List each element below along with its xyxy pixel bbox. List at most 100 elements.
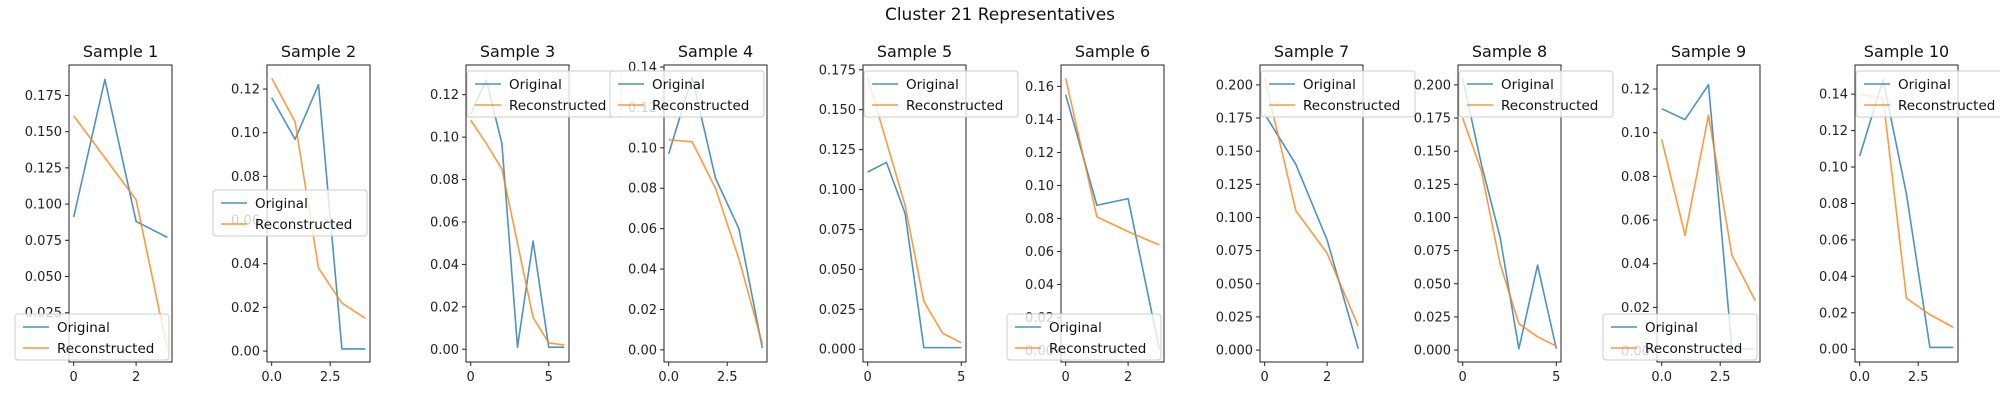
legend-label: Original — [1501, 77, 1554, 93]
legend-label: Original — [1303, 77, 1356, 93]
y-tick-label: 0.12 — [231, 83, 260, 98]
x-tick-label: 2.5 — [320, 370, 341, 385]
series-line-reconstructed — [470, 119, 565, 346]
y-tick-label: 0.04 — [430, 258, 459, 273]
series-line-reconstructed — [1064, 78, 1160, 246]
y-tick-label: 0.06 — [430, 215, 459, 230]
x-tick-label: 5 — [1552, 370, 1560, 385]
y-tick-label: 0.075 — [819, 223, 856, 238]
series-line-reconstructed — [1461, 117, 1557, 347]
legend-label: Original — [1049, 320, 1102, 336]
legend-label: Reconstructed — [652, 98, 749, 114]
y-tick-label: 0.08 — [628, 182, 657, 197]
panel-sample-8: Sample 8 0.000 0.025 0.050 0.075 0.100 0.125 0.… — [1414, 42, 1614, 385]
panel-title: Sample 1 — [83, 42, 158, 61]
y-tick-label: 0.14 — [1819, 88, 1848, 103]
x-tick-label: 0.0 — [261, 370, 282, 385]
y-tick-label: 0.12 — [1621, 83, 1650, 98]
y-tick-label: 0.00 — [1819, 343, 1848, 358]
legend-label: Original — [255, 196, 308, 212]
y-tick-label: 0.100 — [819, 183, 856, 198]
axes-frame — [663, 64, 768, 363]
legend: Original Reconstructed — [1602, 313, 1758, 361]
y-tick-label: 0.075 — [1414, 244, 1451, 259]
y-tick-label: 0.150 — [1414, 145, 1451, 160]
legend: Original Reconstructed — [1458, 70, 1614, 118]
x-tick-label: 0 — [70, 370, 78, 385]
legend-label: Reconstructed — [509, 98, 606, 114]
y-tick-label: 0.02 — [1819, 306, 1848, 321]
x-tick-label: 0.0 — [658, 370, 679, 385]
panel-title: Sample 7 — [1274, 42, 1349, 61]
y-tick-label: 0.14 — [1025, 113, 1054, 128]
axes-frame — [1656, 64, 1761, 363]
y-tick-label: 0.050 — [819, 263, 856, 278]
axes-frame — [68, 64, 173, 363]
axes-frame — [465, 64, 570, 363]
axes-frame — [1259, 64, 1364, 363]
x-tick-label: 0 — [467, 370, 475, 385]
y-tick-label: 0.04 — [628, 263, 657, 278]
y-tick-label: 0.10 — [430, 131, 459, 146]
y-tick-label: 0.125 — [1216, 178, 1253, 193]
y-tick-label: 0.12 — [1819, 124, 1848, 139]
y-tick-label: 0.12 — [1025, 146, 1054, 161]
legend-label: Original — [1898, 77, 1951, 93]
legend-label: Original — [652, 77, 705, 93]
y-tick-label: 0.04 — [1621, 257, 1650, 272]
legend-label: Reconstructed — [1049, 341, 1146, 357]
legend-label: Reconstructed — [1898, 98, 1995, 114]
y-tick-label: 0.08 — [430, 173, 459, 188]
panel-sample-2: Sample 20.000.020.040.060.080.100.120.02… — [212, 42, 371, 385]
x-tick-label: 2 — [1323, 370, 1331, 385]
legend: Original Reconstructed — [1260, 70, 1416, 118]
y-tick-label: 0.10 — [231, 126, 260, 141]
y-tick-label: 0.150 — [1216, 145, 1253, 160]
legend-label: Reconstructed — [57, 341, 154, 357]
series-line-original — [867, 161, 962, 349]
legend-box — [1006, 313, 1162, 361]
y-tick-label: 0.08 — [1621, 170, 1650, 185]
legend-label: Reconstructed — [1303, 98, 1400, 114]
panel-title: Sample 5 — [877, 42, 952, 61]
series-line-reconstructed — [668, 138, 764, 345]
x-tick-label: 5 — [957, 370, 965, 385]
y-tick-label: 0.025 — [1414, 310, 1451, 325]
y-tick-label: 0.02 — [1621, 301, 1650, 316]
legend-label: Reconstructed — [1501, 98, 1598, 114]
legend-label: Original — [509, 77, 562, 93]
y-tick-label: 0.10 — [1621, 126, 1650, 141]
y-tick-label: 0.050 — [1414, 277, 1451, 292]
legend-label: Reconstructed — [255, 217, 352, 233]
x-tick-label: 2.5 — [717, 370, 738, 385]
y-tick-label: 0.10 — [1025, 179, 1054, 194]
panel-title: Sample 8 — [1472, 42, 1547, 61]
panel-title: Sample 10 — [1864, 42, 1949, 61]
y-tick-label: 0.08 — [1025, 212, 1054, 227]
panel-sample-5: Sample 5 0.000 0.025 0.050 0.075 0.100 0.125 0.… — [819, 42, 1019, 385]
series-line-reconstructed — [1660, 114, 1757, 302]
series-line-reconstructed — [73, 115, 169, 350]
y-tick-label: 0.04 — [231, 257, 260, 272]
axes-frame — [1854, 64, 1959, 363]
y-tick-label: 0.00 — [430, 343, 459, 358]
panel-title: Sample 9 — [1671, 42, 1746, 61]
y-tick-label: 0.175 — [1216, 112, 1253, 127]
y-tick-label: 0.025 — [1216, 310, 1253, 325]
y-tick-label: 0.08 — [231, 170, 260, 185]
y-tick-label: 0.150 — [25, 125, 62, 140]
panel-title: Sample 6 — [1075, 42, 1150, 61]
panel-sample-10: Sample 10 0.00 0.02 0.04 0.06 0.08 0.10 0.12 0.1… — [1819, 42, 2000, 385]
y-tick-label: 0.150 — [819, 103, 856, 118]
legend-box — [1260, 70, 1416, 118]
legend: Original Reconstructed — [1855, 70, 2000, 118]
series-line-reconstructed — [1263, 78, 1360, 327]
x-tick-label: 0.0 — [1849, 370, 1870, 385]
legend-box — [1458, 70, 1614, 118]
legend-label: Reconstructed — [906, 98, 1003, 114]
figure-title: Cluster 21 Representatives — [885, 5, 1115, 25]
legend: Original Reconstructed — [466, 70, 622, 118]
panel-sample-6: Sample 60.000.020.040.060.080.100.120.14… — [1006, 42, 1165, 385]
y-tick-label: 0.050 — [1216, 277, 1253, 292]
